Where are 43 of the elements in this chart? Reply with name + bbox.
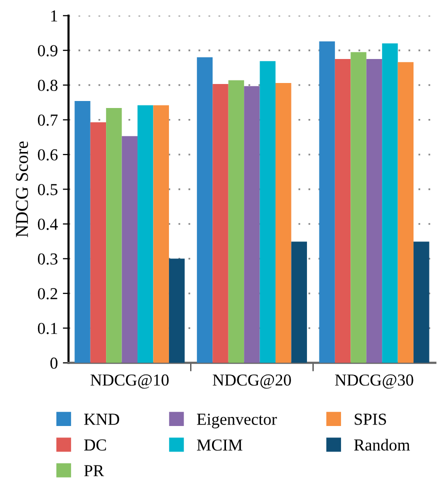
y-tick-label: 0.7 [38,114,58,126]
y-tick-label: 0.3 [38,253,58,265]
y-tick-label: 0.2 [38,288,58,300]
x-tick-label: NDCG@10 [90,374,169,389]
bar [106,108,122,363]
bar [196,57,213,363]
bar [366,59,382,363]
legend-label: Eigenvector [196,414,277,428]
bar [153,105,169,363]
bar [228,80,244,363]
bar [334,59,351,363]
legend-label: PR [84,465,104,476]
bar [414,242,430,363]
bar [90,122,106,363]
bar [350,52,366,363]
bar [244,86,260,363]
bar [122,136,138,363]
y-tick-label: 0.1 [38,322,58,334]
legend-label: SPIS [354,414,386,425]
y-tick-label: 0.6 [38,149,58,161]
bar [382,43,398,363]
bar [276,83,292,363]
legend-label: DC [84,439,106,451]
legend-label: Random [354,438,410,451]
y-tick-label: 1 [51,10,58,22]
bar [291,242,307,363]
x-tick-label: NDCG@20 [212,374,291,389]
y-tick-label: 0.9 [38,45,58,56]
y-tick-label: 0.5 [38,184,58,196]
y-tick-label: 0.4 [38,218,58,230]
bar [168,258,185,363]
bar [212,84,228,363]
y-axis-title: NDCG Score [16,141,28,238]
bar [138,105,154,363]
legend-label: KND [84,414,120,425]
y-tick-label: 0.8 [38,80,58,92]
bar [319,41,335,363]
bar [398,62,414,363]
bar [260,61,276,363]
y-tick-label: 0 [50,358,58,369]
bar [74,101,90,363]
x-tick-label: NDCG@30 [335,374,414,389]
legend-label: MCIM [196,439,242,451]
